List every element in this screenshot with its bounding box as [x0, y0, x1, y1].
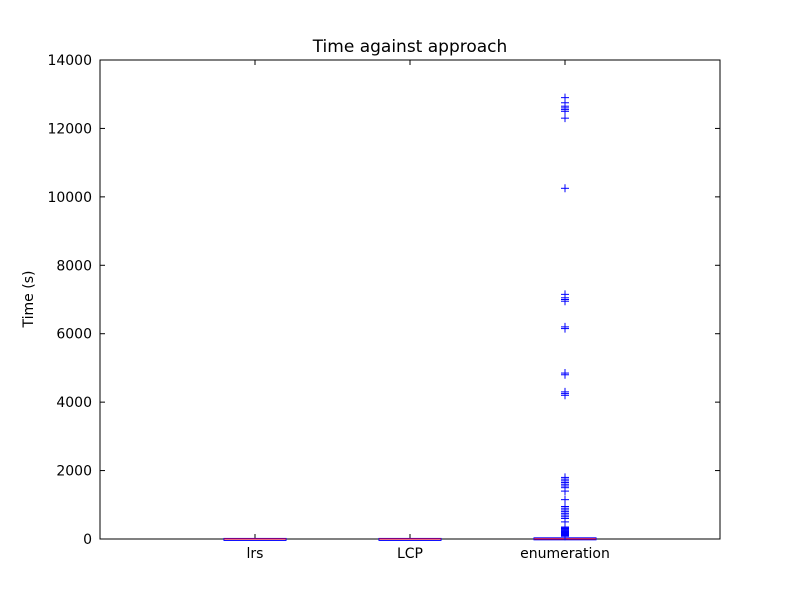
x-tick-label: enumeration	[520, 546, 610, 562]
plot-area: 0 2000 4000 6000 8000 10000 12000 14000 lrs LCP en…	[47, 53, 721, 562]
y-tick-label: 10000	[47, 190, 92, 206]
x-tick-label: lrs	[247, 546, 264, 562]
y-tick-label: 12000	[47, 121, 92, 137]
y-tick-label: 2000	[56, 464, 92, 480]
axes-frame	[99, 59, 721, 540]
y-tick-label: 8000	[56, 258, 92, 274]
y-tick-label: 14000	[47, 53, 92, 69]
chart-title: Time against approach	[312, 37, 508, 57]
y-axis-label: Time (s)	[21, 271, 37, 329]
y-tick-label: 6000	[56, 327, 92, 343]
y-tick-label: 0	[83, 532, 92, 548]
y-tick-label: 4000	[56, 395, 92, 411]
x-tick-label: LCP	[397, 546, 423, 562]
